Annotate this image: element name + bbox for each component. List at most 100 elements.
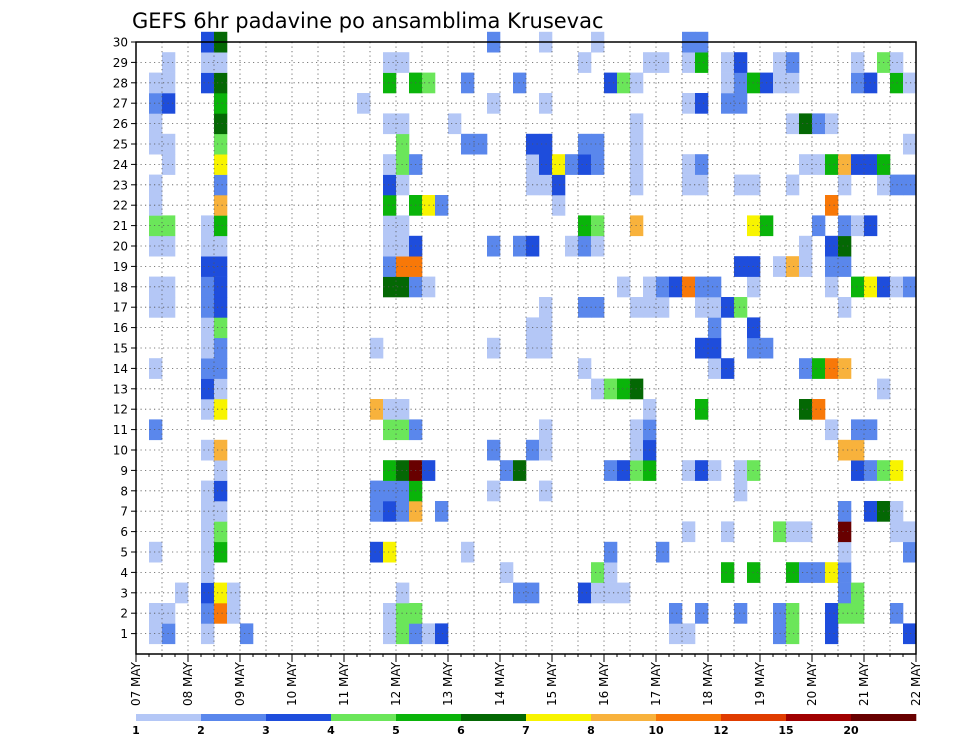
- precip-cell: [448, 113, 462, 135]
- y-tick-label: 20: [113, 240, 128, 254]
- precip-cell: [461, 133, 475, 155]
- precip-cell: [591, 562, 605, 583]
- precip-cell: [734, 72, 748, 94]
- y-tick-label: 22: [113, 199, 128, 213]
- precip-cell: [617, 72, 631, 94]
- y-tick-label: 5: [120, 546, 128, 560]
- precip-cell: [682, 276, 696, 298]
- y-tick-label: 9: [120, 464, 128, 478]
- precip-cell: [903, 623, 917, 645]
- precip-cell: [201, 337, 215, 359]
- legend-swatch: [266, 714, 332, 721]
- precip-cell: [149, 215, 163, 237]
- precip-cell: [487, 93, 501, 114]
- precip-cell: [838, 154, 852, 175]
- precip-cell: [825, 603, 839, 624]
- precip-cell: [786, 113, 800, 135]
- precip-cell: [201, 501, 215, 522]
- precip-cell: [799, 256, 813, 277]
- y-tick-label: 2: [120, 607, 128, 621]
- precip-cell: [617, 460, 631, 481]
- precip-cell: [786, 603, 800, 624]
- precip-cell: [695, 297, 709, 318]
- precip-cell: [721, 52, 735, 73]
- precip-cell: [149, 358, 163, 379]
- precip-cell: [734, 93, 748, 114]
- precip-cell: [825, 276, 839, 298]
- precip-cell: [734, 603, 748, 624]
- precip-cell: [370, 480, 384, 502]
- precip-cell: [149, 419, 163, 441]
- precip-cell: [604, 72, 618, 94]
- precip-cell: [383, 154, 397, 175]
- precip-cell: [695, 154, 709, 175]
- precip-cell: [851, 419, 865, 441]
- precip-cell: [591, 154, 605, 175]
- x-tick-label: 22 MAY: [909, 661, 923, 706]
- precip-cell: [682, 174, 696, 196]
- precip-cell: [838, 215, 852, 237]
- precip-cell: [370, 541, 384, 563]
- precip-cell: [201, 276, 215, 298]
- precip-cell: [487, 439, 501, 461]
- precip-cell: [825, 154, 839, 175]
- precip-cell: [838, 521, 852, 543]
- precip-cell: [214, 521, 228, 543]
- precip-cell: [214, 460, 228, 481]
- precip-cell: [695, 603, 709, 624]
- precip-cell: [149, 133, 163, 155]
- precip-cell: [201, 562, 215, 583]
- precip-cell: [591, 133, 605, 155]
- precip-cell: [669, 623, 683, 645]
- precip-cell: [708, 276, 722, 298]
- precip-cell: [149, 113, 163, 135]
- precip-cell: [682, 623, 696, 645]
- x-tick-label: 13 MAY: [441, 661, 455, 706]
- precip-cell: [851, 52, 865, 73]
- precip-cell: [604, 541, 618, 563]
- precip-cell: [682, 460, 696, 481]
- precip-cell: [149, 603, 163, 624]
- precip-cell: [617, 276, 631, 298]
- precip-cell: [903, 133, 917, 155]
- precip-cell: [201, 378, 215, 400]
- x-tick-label: 07 MAY: [129, 661, 143, 706]
- precip-cell: [799, 399, 813, 420]
- precip-cell: [500, 562, 514, 583]
- precip-cell: [370, 337, 384, 359]
- precip-cell: [734, 297, 748, 318]
- y-tick-label: 18: [113, 280, 128, 294]
- legend-label: 7: [522, 724, 530, 737]
- precip-cell: [799, 113, 813, 135]
- precip-cell: [799, 154, 813, 175]
- precip-cell: [201, 439, 215, 461]
- precip-cell: [734, 460, 748, 481]
- y-tick-label: 24: [113, 158, 128, 172]
- precip-cell: [214, 399, 228, 420]
- x-tick-label: 08 MAY: [181, 661, 195, 706]
- precip-cell: [708, 358, 722, 379]
- precip-cell: [383, 623, 397, 645]
- precip-cell: [201, 399, 215, 420]
- precip-cell: [825, 195, 839, 216]
- precip-cell: [786, 256, 800, 277]
- precip-cell: [214, 358, 228, 379]
- precip-cell: [838, 297, 852, 318]
- precip-cell: [214, 582, 228, 604]
- x-tick-label: 10 MAY: [285, 661, 299, 706]
- precip-cell: [383, 419, 397, 441]
- precip-cell: [214, 297, 228, 318]
- legend-swatch: [851, 714, 917, 721]
- legend-label: 6: [457, 724, 465, 737]
- precip-cell: [591, 215, 605, 237]
- precip-cell: [838, 562, 852, 583]
- precip-cell: [591, 297, 605, 318]
- precip-cell: [838, 501, 852, 522]
- legend-label: 12: [713, 724, 728, 737]
- precip-cell: [565, 154, 579, 175]
- precip-cell: [578, 358, 592, 379]
- precip-cell: [721, 358, 735, 379]
- precip-cell: [578, 133, 592, 155]
- precip-cell: [383, 501, 397, 522]
- precip-cell: [149, 297, 163, 318]
